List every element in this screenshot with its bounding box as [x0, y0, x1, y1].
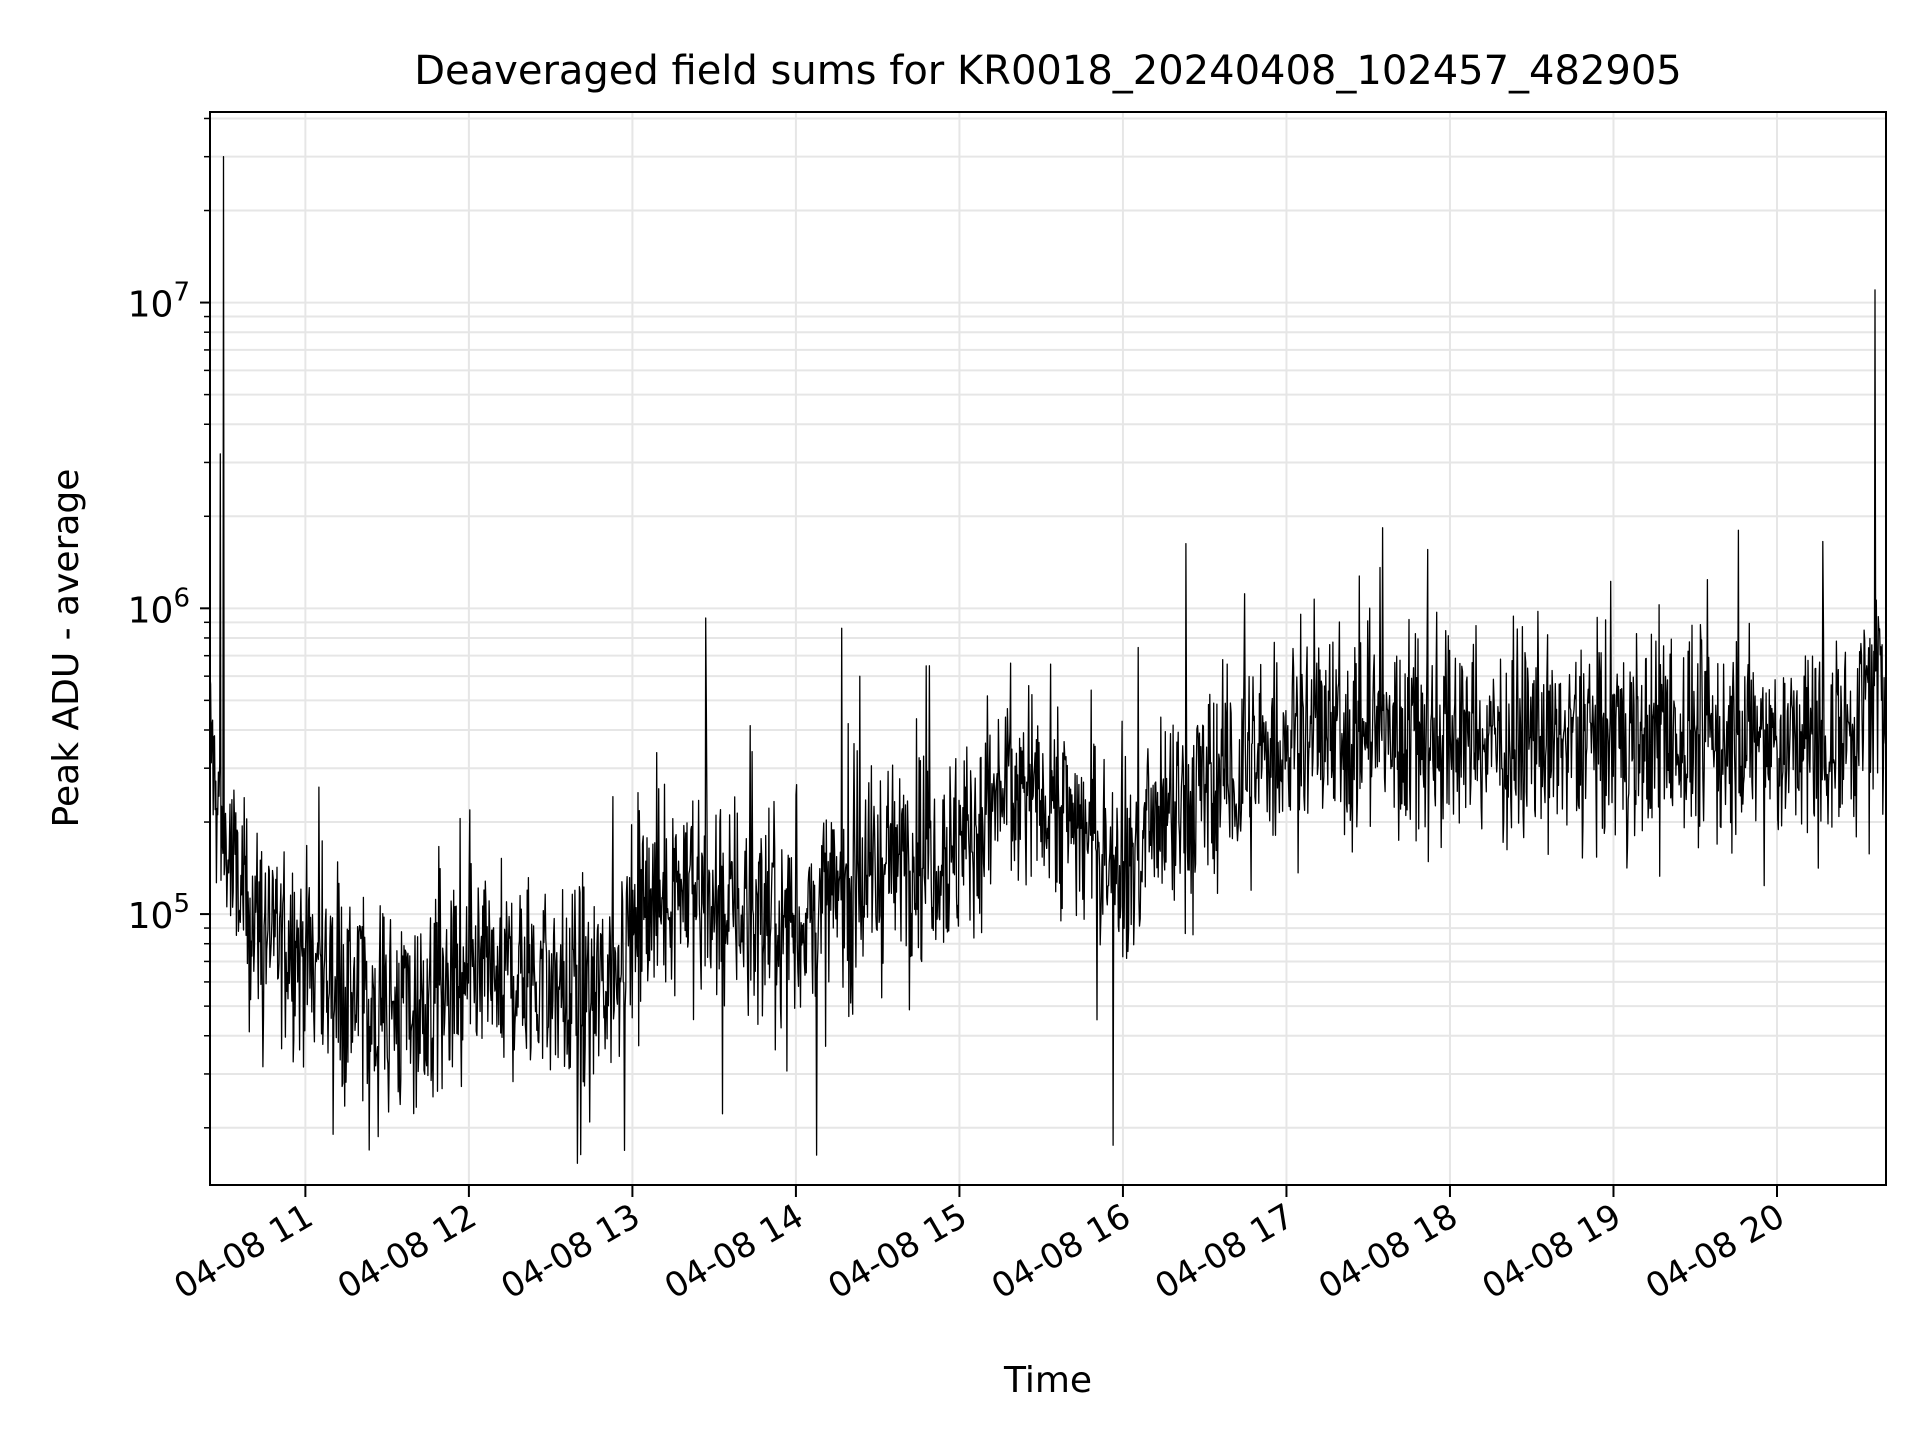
series-layer [210, 156, 1886, 1164]
y-axis: 105 106 107 [128, 117, 210, 1129]
plot-frame [209, 111, 1887, 1186]
y-tick-label: 106 [128, 583, 190, 631]
chart-title: Deaveraged field sums for KR0018_2024040… [414, 48, 1682, 94]
x-axis-label: Time [1003, 1360, 1092, 1401]
series-line [210, 156, 1886, 1164]
y-tick-label: 107 [128, 278, 190, 326]
y-tick-label: 105 [128, 889, 190, 937]
y-axis-label: Peak ADU - average [46, 469, 87, 828]
